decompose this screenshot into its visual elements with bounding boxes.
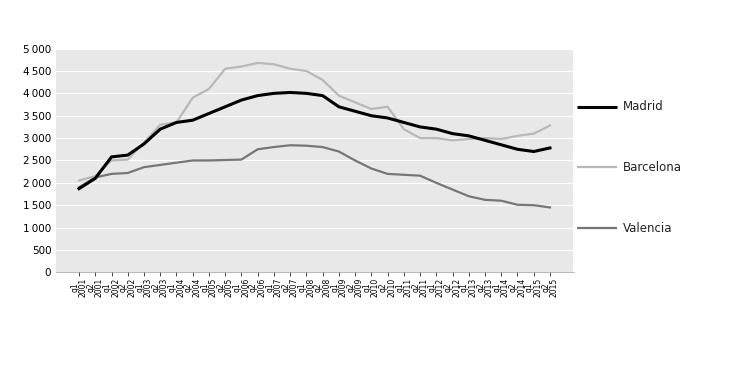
Barcelona [188, 95, 197, 100]
Valencia [383, 172, 392, 176]
Madrid [286, 90, 295, 95]
Text: Madrid: Madrid [623, 100, 664, 113]
Valencia [416, 173, 425, 178]
Valencia [75, 185, 84, 190]
Valencia [172, 160, 181, 165]
Barcelona [367, 107, 376, 111]
Valencia [448, 187, 457, 192]
Barcelona [416, 136, 425, 140]
Madrid [334, 104, 343, 109]
Text: Evolución del precio de la vivienda usada en Madrid, Barcelona y Valencia: Evolución del precio de la vivienda usad… [6, 17, 471, 30]
Madrid [513, 147, 522, 152]
Barcelona [124, 157, 132, 162]
Valencia [91, 175, 100, 180]
Valencia [400, 172, 408, 177]
Text: Valencia: Valencia [623, 222, 673, 235]
Valencia [334, 149, 343, 154]
Madrid [253, 93, 262, 98]
Madrid [367, 114, 376, 118]
Madrid [237, 98, 246, 102]
Valencia [464, 194, 473, 198]
Madrid [75, 186, 84, 191]
Line: Madrid: Madrid [79, 93, 550, 189]
Barcelona [432, 136, 441, 140]
Valencia [529, 203, 538, 208]
Valencia [156, 163, 165, 167]
Barcelona [400, 127, 408, 131]
Valencia [237, 157, 246, 162]
Valencia [124, 171, 132, 175]
Barcelona [269, 62, 278, 67]
Madrid [529, 149, 538, 154]
Valencia [188, 158, 197, 163]
Valencia [545, 205, 554, 210]
Valencia [107, 172, 116, 176]
Line: Valencia: Valencia [79, 145, 550, 207]
Madrid [124, 153, 132, 158]
Valencia [513, 202, 522, 207]
Valencia [221, 158, 229, 162]
Barcelona [172, 120, 181, 125]
Barcelona [497, 137, 505, 141]
Line: Barcelona: Barcelona [79, 63, 550, 180]
Madrid [351, 109, 360, 114]
Valencia [497, 198, 505, 203]
Madrid [204, 111, 213, 116]
Barcelona [513, 133, 522, 138]
Madrid [416, 124, 425, 129]
Madrid [432, 127, 441, 131]
Madrid [318, 93, 327, 98]
Barcelona [464, 137, 473, 141]
Barcelona [140, 140, 149, 145]
Valencia [367, 166, 376, 171]
Barcelona [302, 69, 311, 74]
Valencia [318, 145, 327, 149]
Valencia [140, 165, 149, 170]
Barcelona [75, 178, 84, 183]
Madrid [480, 138, 489, 143]
Madrid [172, 120, 181, 125]
Madrid [188, 118, 197, 123]
Barcelona [480, 136, 489, 140]
Madrid [140, 142, 149, 146]
Madrid [91, 176, 100, 180]
Barcelona [237, 64, 246, 69]
Valencia [286, 143, 295, 147]
Madrid [545, 145, 554, 150]
Madrid [448, 131, 457, 136]
Barcelona [107, 158, 116, 163]
Barcelona [318, 77, 327, 82]
Madrid [107, 154, 116, 159]
Madrid [302, 91, 311, 96]
Barcelona [351, 100, 360, 105]
Madrid [156, 127, 165, 131]
Valencia [302, 144, 311, 148]
Valencia [351, 158, 360, 163]
Madrid [497, 142, 505, 147]
Valencia [269, 145, 278, 149]
Text: Barcelona: Barcelona [623, 161, 682, 174]
Barcelona [156, 122, 165, 127]
Barcelona [286, 67, 295, 71]
Barcelona [334, 93, 343, 98]
Madrid [464, 133, 473, 138]
Madrid [269, 91, 278, 96]
Madrid [221, 104, 229, 109]
Barcelona [529, 131, 538, 136]
Barcelona [545, 123, 554, 128]
Barcelona [91, 174, 100, 179]
Valencia [204, 158, 213, 163]
Valencia [480, 198, 489, 202]
Valencia [432, 180, 441, 185]
Madrid [383, 116, 392, 120]
Barcelona [253, 61, 262, 65]
Madrid [400, 120, 408, 125]
Barcelona [204, 86, 213, 91]
Barcelona [383, 104, 392, 109]
Barcelona [221, 67, 229, 71]
Valencia [253, 147, 262, 152]
Barcelona [448, 138, 457, 143]
